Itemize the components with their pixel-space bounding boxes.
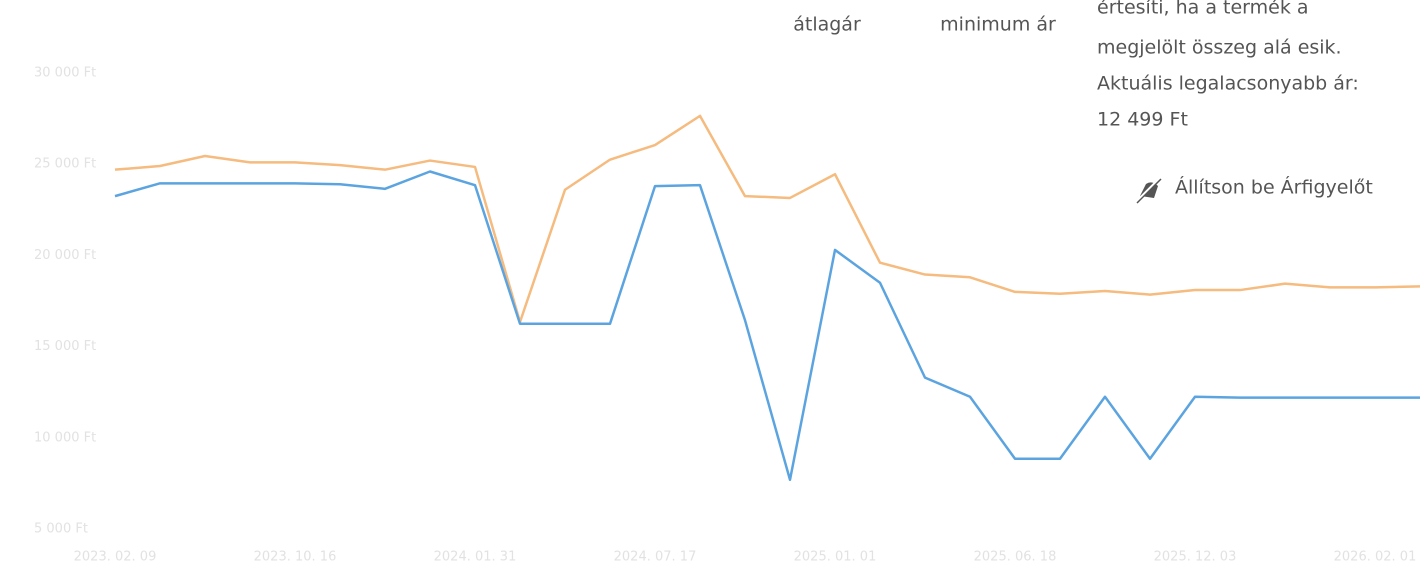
price-line xyxy=(114,114,1420,324)
x-tick-label: 2024. 07. 17 xyxy=(614,550,697,565)
legend-label: minimum ár xyxy=(940,14,1056,36)
legend-label: átlagár xyxy=(793,14,861,36)
price-line xyxy=(114,170,1420,482)
bell-off-icon[interactable] xyxy=(1135,177,1162,204)
x-tick-label: 2024. 01. 31 xyxy=(434,550,517,565)
x-tick-label: 2025. 12. 03 xyxy=(1154,550,1237,565)
y-tick-label: 10 000 Ft xyxy=(34,430,96,445)
panel-text: 12 499 Ft xyxy=(1097,109,1188,131)
y-tick-label: 30 000 Ft xyxy=(34,66,96,81)
y-tick-label: 20 000 Ft xyxy=(34,248,96,263)
x-tick-label: 2025. 01. 01 xyxy=(794,550,877,565)
x-tick-label: 2026. 02. 01 xyxy=(1334,550,1417,565)
x-tick-label: 2023. 10. 16 xyxy=(254,550,337,565)
y-tick-label: 5 000 Ft xyxy=(34,522,88,537)
panel-text: Aktuális legalacsonyabb ár: xyxy=(1097,73,1359,95)
y-tick-label: 25 000 Ft xyxy=(34,157,96,172)
panel-text: megjelölt összeg alá esik. xyxy=(1097,37,1342,59)
price-alert-button[interactable]: Állítson be Árfigyelőt xyxy=(1175,176,1373,199)
x-tick-label: 2023. 02. 09 xyxy=(74,550,157,565)
y-tick-label: 15 000 Ft xyxy=(34,339,96,354)
x-tick-label: 2025. 06. 18 xyxy=(974,550,1057,565)
panel-text: értesíti, ha a termék a xyxy=(1097,0,1309,19)
